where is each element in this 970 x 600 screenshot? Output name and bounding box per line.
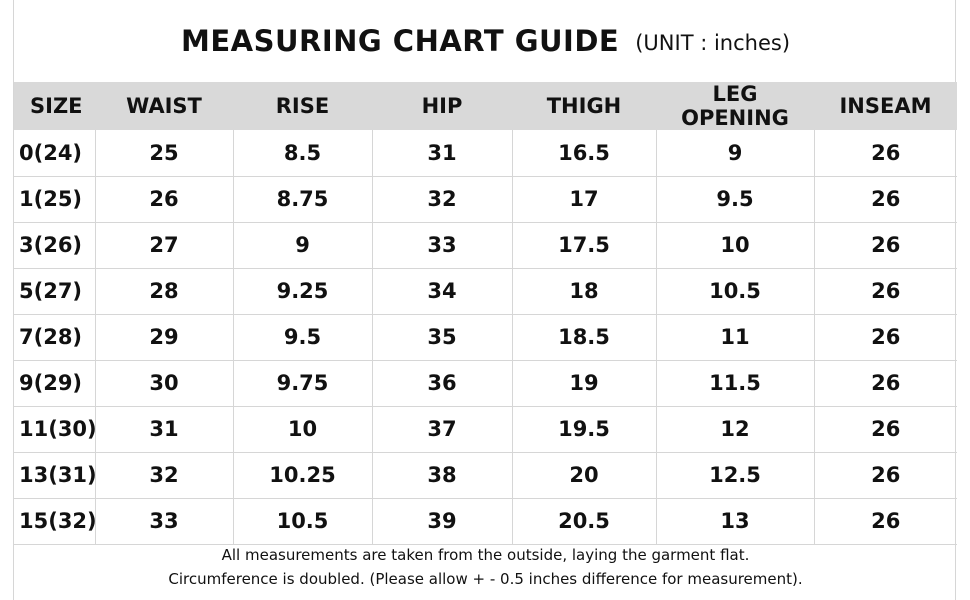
inseam-cell: 26 xyxy=(814,222,957,269)
leg-opening-cell: 10.5 xyxy=(656,268,815,315)
hip-cell: 36 xyxy=(372,360,513,407)
table-row: 13(31) 32 10.25 38 20 12.5 26 xyxy=(14,452,957,499)
rise-cell: 10.25 xyxy=(233,452,373,499)
inseam-cell: 26 xyxy=(814,452,957,499)
footnote-line-2: Circumference is doubled. (Please allow … xyxy=(168,570,803,588)
waist-cell: 29 xyxy=(95,314,234,361)
thigh-cell: 20 xyxy=(512,452,657,499)
leg-opening-cell: 10 xyxy=(656,222,815,269)
hip-cell: 31 xyxy=(372,130,513,177)
size-chart-table: SIZE WAIST RISE HIP THIGH LEG OPENING IN… xyxy=(14,82,957,545)
table-row: 11(30) 31 10 37 19.5 12 26 xyxy=(14,406,957,453)
footnote-line-1: All measurements are taken from the outs… xyxy=(221,546,750,564)
thigh-cell: 17.5 xyxy=(512,222,657,269)
waist-cell: 30 xyxy=(95,360,234,407)
hip-cell: 39 xyxy=(372,498,513,545)
inseam-cell: 26 xyxy=(814,176,957,223)
size-cell: 7(28) xyxy=(14,314,96,361)
hip-cell: 38 xyxy=(372,452,513,499)
leg-opening-cell: 12 xyxy=(656,406,815,453)
table-row: 15(32) 33 10.5 39 20.5 13 26 xyxy=(14,498,957,545)
inseam-cell: 26 xyxy=(814,268,957,315)
size-cell: 15(32) xyxy=(14,498,97,545)
table-row: 0(24) 25 8.5 31 16.5 9 26 xyxy=(14,130,957,177)
rise-cell: 9.5 xyxy=(233,314,373,361)
hip-cell: 34 xyxy=(372,268,513,315)
rise-cell: 10 xyxy=(233,406,373,453)
size-cell: 1(25) xyxy=(14,176,96,223)
inseam-cell: 26 xyxy=(814,130,957,177)
hip-cell: 35 xyxy=(372,314,513,361)
leg-opening-cell: 9.5 xyxy=(656,176,815,223)
size-cell: 5(27) xyxy=(14,268,96,315)
table-row: 5(27) 28 9.25 34 18 10.5 26 xyxy=(14,268,957,315)
leg-opening-cell: 9 xyxy=(656,130,815,177)
leg-opening-cell: 12.5 xyxy=(656,452,815,499)
leg-opening-cell: 13 xyxy=(656,498,815,545)
size-cell: 0(24) xyxy=(14,130,96,177)
rise-cell: 10.5 xyxy=(233,498,373,545)
thigh-cell: 17 xyxy=(512,176,657,223)
page-title: MEASURING CHART GUIDE xyxy=(180,24,620,58)
thigh-cell: 19.5 xyxy=(512,406,657,453)
table-row: 3(26) 27 9 33 17.5 10 26 xyxy=(14,222,957,269)
table-row: 9(29) 30 9.75 36 19 11.5 26 xyxy=(14,360,957,407)
column-header-thigh: THIGH xyxy=(546,94,622,118)
inseam-cell: 26 xyxy=(814,360,957,407)
column-header-hip: HIP xyxy=(421,94,463,118)
waist-cell: 25 xyxy=(95,130,234,177)
column-header-inseam: INSEAM xyxy=(839,94,932,118)
inseam-cell: 26 xyxy=(814,406,957,453)
inseam-cell: 26 xyxy=(814,314,957,361)
thigh-cell: 20.5 xyxy=(512,498,657,545)
thigh-cell: 18 xyxy=(512,268,657,315)
chart-frame: MEASURING CHART GUIDE (UNIT : inches) SI… xyxy=(13,0,957,600)
column-header-leg-opening: LEG OPENING xyxy=(681,82,789,130)
size-cell: 13(31) xyxy=(14,452,97,499)
waist-cell: 32 xyxy=(95,452,234,499)
hip-cell: 33 xyxy=(372,222,513,269)
waist-cell: 28 xyxy=(95,268,234,315)
column-header-size: SIZE xyxy=(30,94,83,118)
column-header-rise: RISE xyxy=(275,94,330,118)
thigh-cell: 19 xyxy=(512,360,657,407)
thigh-cell: 18.5 xyxy=(512,314,657,361)
leg-opening-cell: 11 xyxy=(656,314,815,361)
rise-cell: 8.75 xyxy=(233,176,373,223)
unit-label: (UNIT : inches) xyxy=(635,31,791,55)
size-cell: 11(30) xyxy=(14,406,97,453)
column-header-waist: WAIST xyxy=(126,94,202,118)
table-row: 1(25) 26 8.75 32 17 9.5 26 xyxy=(14,176,957,223)
rise-cell: 8.5 xyxy=(233,130,373,177)
hip-cell: 37 xyxy=(372,406,513,453)
title-row: MEASURING CHART GUIDE (UNIT : inches) xyxy=(14,0,957,82)
rise-cell: 9.75 xyxy=(233,360,373,407)
table-header-row: SIZE WAIST RISE HIP THIGH LEG OPENING IN… xyxy=(14,82,957,130)
leg-opening-cell: 11.5 xyxy=(656,360,815,407)
waist-cell: 27 xyxy=(95,222,234,269)
waist-cell: 33 xyxy=(95,498,234,545)
waist-cell: 26 xyxy=(95,176,234,223)
thigh-cell: 16.5 xyxy=(512,130,657,177)
size-cell: 3(26) xyxy=(14,222,96,269)
size-cell: 9(29) xyxy=(14,360,96,407)
rise-cell: 9.25 xyxy=(233,268,373,315)
waist-cell: 31 xyxy=(95,406,234,453)
footnote: All measurements are taken from the outs… xyxy=(14,543,957,591)
table-row: 7(28) 29 9.5 35 18.5 11 26 xyxy=(14,314,957,361)
hip-cell: 32 xyxy=(372,176,513,223)
inseam-cell: 26 xyxy=(814,498,957,545)
rise-cell: 9 xyxy=(233,222,373,269)
